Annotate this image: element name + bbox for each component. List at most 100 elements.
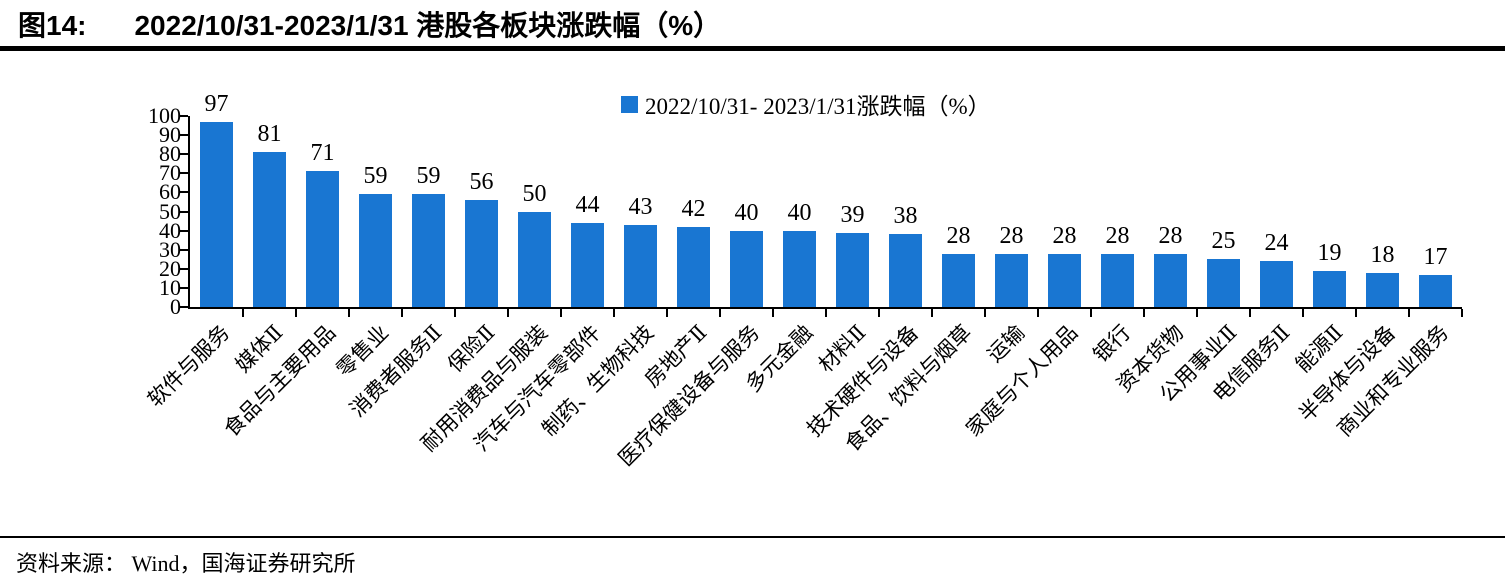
bar xyxy=(200,121,233,307)
x-axis-tick xyxy=(878,309,880,317)
bar-value-label: 39 xyxy=(840,201,865,228)
bar-column: 24 xyxy=(1250,116,1304,317)
y-axis-tick xyxy=(180,286,188,289)
bar-column: 19 xyxy=(1303,116,1357,317)
bar-column: 25 xyxy=(1197,116,1251,317)
x-axis-tick xyxy=(931,309,933,317)
y-axis-tick-label: 40 xyxy=(159,217,181,243)
bar-value-label: 50 xyxy=(522,180,547,207)
x-axis-tick xyxy=(772,309,774,317)
bar-value-label: 42 xyxy=(681,195,706,222)
bar-column: 59 xyxy=(402,116,456,317)
bar-column: 28 xyxy=(1038,116,1092,317)
bar-value-label: 44 xyxy=(575,191,600,218)
bar-column: 39 xyxy=(826,116,880,317)
bar xyxy=(836,232,869,307)
bar xyxy=(1207,259,1240,307)
x-axis-label: 软件与服务 xyxy=(143,320,235,412)
bar-value-label: 43 xyxy=(628,193,653,220)
x-axis-label: 运输 xyxy=(982,320,1030,367)
bar xyxy=(995,253,1028,307)
y-axis-tick xyxy=(180,115,188,117)
bar-column: 28 xyxy=(985,116,1039,317)
bar-column: 40 xyxy=(773,116,827,317)
x-axis-tick xyxy=(1408,309,1410,317)
bar-value-label: 40 xyxy=(787,199,812,226)
bar xyxy=(571,222,604,307)
bar-value-label: 28 xyxy=(1052,222,1077,249)
bar xyxy=(783,230,816,307)
y-axis-tick xyxy=(180,153,188,156)
x-axis-tick xyxy=(1302,309,1304,317)
bar-column: 40 xyxy=(720,116,774,317)
y-axis-tick-label: 60 xyxy=(159,179,181,205)
chart-legend: 2022/10/31- 2023/1/31涨跌幅（%） xyxy=(621,87,991,121)
bar-value-label: 40 xyxy=(734,199,759,226)
bar-column: 17 xyxy=(1409,116,1463,317)
bar-column: 18 xyxy=(1356,116,1410,317)
y-axis-tick xyxy=(180,229,188,232)
x-axis-tick xyxy=(1196,309,1198,317)
y-axis-tick xyxy=(180,134,188,137)
x-axis-tick xyxy=(984,309,986,317)
bar xyxy=(465,200,498,307)
figure-header: 图14: 2022/10/31-2023/1/31 港股各板块涨跌幅（%） xyxy=(18,6,721,46)
y-axis-tick-label: 50 xyxy=(159,198,181,224)
x-axis-tick xyxy=(348,309,350,317)
x-axis-tick xyxy=(613,309,615,317)
bar xyxy=(1048,253,1081,307)
bar-value-label: 97 xyxy=(204,90,229,117)
x-axis-tick xyxy=(295,309,297,317)
bar xyxy=(1313,270,1346,307)
bar-value-label: 56 xyxy=(469,169,494,196)
bar xyxy=(1419,274,1452,307)
bar-column: 71 xyxy=(296,116,350,317)
x-axis-tick xyxy=(666,309,668,317)
bar-column: 56 xyxy=(455,116,509,317)
bar-value-label: 28 xyxy=(1158,222,1183,249)
bar-column: 28 xyxy=(1144,116,1198,317)
bar xyxy=(1101,253,1134,307)
y-axis-tick-label: 30 xyxy=(159,236,181,262)
bar-value-label: 59 xyxy=(363,163,388,190)
bar xyxy=(253,152,286,307)
bar-column: 28 xyxy=(932,116,986,317)
x-axis-labels: 软件与服务 媒体Ⅱ 食品与主要用品 零售业 消费者服务Ⅱ 保险Ⅱ 耐用消费品与服装 汽车与汽车… xyxy=(143,317,1460,527)
bar-value-label: 28 xyxy=(999,222,1024,249)
y-axis-tick-label: 70 xyxy=(159,160,181,186)
x-axis-tick xyxy=(1461,309,1463,317)
y-axis-tick-label: 10 xyxy=(159,274,181,300)
x-axis-tick xyxy=(560,309,562,317)
bar xyxy=(1260,261,1293,307)
y-axis-tick xyxy=(180,306,188,308)
bar-columns: 97 81 71 59 59 56 50 44 43 42 40 40 39 38 28 28 28 28 28 25… xyxy=(190,91,1463,317)
bar-column: 28 xyxy=(1091,116,1145,317)
x-axis-tick xyxy=(825,309,827,317)
bar-value-label: 59 xyxy=(416,163,441,190)
figure-title: 2022/10/31-2023/1/31 港股各板块涨跌幅（%） xyxy=(134,10,722,41)
y-axis-tick xyxy=(180,172,188,175)
x-axis-tick xyxy=(1037,309,1039,317)
bar-column: 42 xyxy=(667,116,721,317)
y-axis-tick-label: 90 xyxy=(159,122,181,148)
legend-label: 2022/10/31- 2023/1/31涨跌幅（%） xyxy=(645,94,991,119)
figure-number: 图14: xyxy=(18,10,87,41)
bar-value-label: 38 xyxy=(893,203,918,230)
bar-value-label: 24 xyxy=(1264,230,1289,257)
y-axis-tick-label: 100 xyxy=(148,103,181,128)
bar-column: 97 xyxy=(190,91,244,317)
y-axis-tick-label: 20 xyxy=(159,255,181,281)
bar xyxy=(412,194,445,307)
x-axis-tick xyxy=(242,309,244,317)
bar xyxy=(1154,253,1187,307)
bar xyxy=(518,211,551,307)
bar-value-label: 71 xyxy=(310,140,335,167)
y-axis-tick xyxy=(180,248,188,251)
footer-divider xyxy=(0,536,1505,538)
y-axis-tick xyxy=(180,191,188,194)
y-axis-tick-label: 80 xyxy=(159,141,181,167)
bar-column: 38 xyxy=(879,116,933,317)
bar-value-label: 17 xyxy=(1423,243,1448,270)
bar xyxy=(306,171,339,307)
bar-value-label: 19 xyxy=(1317,239,1342,266)
